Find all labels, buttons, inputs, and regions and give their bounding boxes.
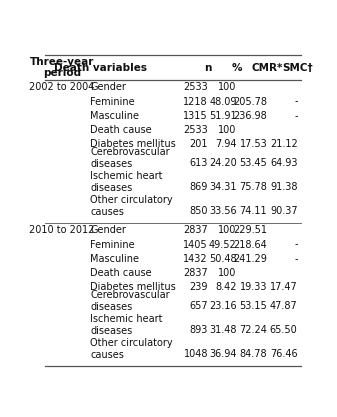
Text: Ischemic heart
diseases: Ischemic heart diseases xyxy=(90,171,163,193)
Text: 65.50: 65.50 xyxy=(270,325,298,335)
Text: Masculine: Masculine xyxy=(90,254,140,264)
Text: 850: 850 xyxy=(189,206,208,216)
Text: 1432: 1432 xyxy=(183,254,208,264)
Text: CMR*: CMR* xyxy=(251,63,283,73)
Text: -: - xyxy=(294,111,298,121)
Text: 1405: 1405 xyxy=(183,239,208,249)
Text: Death variables: Death variables xyxy=(54,63,147,73)
Text: 229.51: 229.51 xyxy=(233,226,267,236)
Text: -: - xyxy=(294,254,298,264)
Text: Gender: Gender xyxy=(90,83,126,93)
Text: 2837: 2837 xyxy=(183,226,208,236)
Text: 201: 201 xyxy=(189,139,208,149)
Text: Gender: Gender xyxy=(90,226,126,236)
Text: n: n xyxy=(204,63,212,73)
Text: 48.09: 48.09 xyxy=(209,97,237,107)
Text: %: % xyxy=(232,63,242,73)
Text: 53.15: 53.15 xyxy=(240,301,267,311)
Text: Three-year
period: Three-year period xyxy=(30,57,94,78)
Text: 2533: 2533 xyxy=(183,125,208,135)
Text: 205.78: 205.78 xyxy=(233,97,267,107)
Text: 47.87: 47.87 xyxy=(270,301,298,311)
Text: 1315: 1315 xyxy=(183,111,208,121)
Text: 2002 to 2004: 2002 to 2004 xyxy=(29,83,94,93)
Text: 49.52: 49.52 xyxy=(209,239,237,249)
Text: 91.38: 91.38 xyxy=(270,182,298,192)
Text: -: - xyxy=(294,239,298,249)
Text: 21.12: 21.12 xyxy=(270,139,298,149)
Text: Other circulatory
causes: Other circulatory causes xyxy=(90,338,173,360)
Text: 869: 869 xyxy=(190,182,208,192)
Text: 76.46: 76.46 xyxy=(270,349,298,359)
Text: Feminine: Feminine xyxy=(90,97,135,107)
Text: 2010 to 2012: 2010 to 2012 xyxy=(29,226,94,236)
Text: 34.31: 34.31 xyxy=(209,182,237,192)
Text: 17.47: 17.47 xyxy=(270,282,298,292)
Text: 236.98: 236.98 xyxy=(234,111,267,121)
Text: Death cause: Death cause xyxy=(90,268,152,278)
Text: 75.78: 75.78 xyxy=(239,182,267,192)
Text: 2837: 2837 xyxy=(183,268,208,278)
Text: Diabetes mellitus: Diabetes mellitus xyxy=(90,139,176,149)
Text: 100: 100 xyxy=(218,226,237,236)
Text: 241.29: 241.29 xyxy=(234,254,267,264)
Text: 7.94: 7.94 xyxy=(215,139,237,149)
Text: 218.64: 218.64 xyxy=(234,239,267,249)
Text: SMC†: SMC† xyxy=(282,63,313,73)
Text: 50.48: 50.48 xyxy=(209,254,237,264)
Text: Cerebrovascular
diseases: Cerebrovascular diseases xyxy=(90,147,170,169)
Text: 2533: 2533 xyxy=(183,83,208,93)
Text: 74.11: 74.11 xyxy=(240,206,267,216)
Text: Other circulatory
causes: Other circulatory causes xyxy=(90,195,173,217)
Text: 33.56: 33.56 xyxy=(209,206,237,216)
Text: 100: 100 xyxy=(218,268,237,278)
Text: 1218: 1218 xyxy=(183,97,208,107)
Text: 84.78: 84.78 xyxy=(240,349,267,359)
Text: 53.45: 53.45 xyxy=(240,158,267,168)
Text: 36.94: 36.94 xyxy=(209,349,237,359)
Text: Feminine: Feminine xyxy=(90,239,135,249)
Text: 64.93: 64.93 xyxy=(270,158,298,168)
Text: Diabetes mellitus: Diabetes mellitus xyxy=(90,282,176,292)
Text: 23.16: 23.16 xyxy=(209,301,237,311)
Text: 51.91: 51.91 xyxy=(209,111,237,121)
Text: 100: 100 xyxy=(218,125,237,135)
Text: Cerebrovascular
diseases: Cerebrovascular diseases xyxy=(90,290,170,312)
Text: 100: 100 xyxy=(218,83,237,93)
Text: Masculine: Masculine xyxy=(90,111,140,121)
Text: 1048: 1048 xyxy=(183,349,208,359)
Text: 8.42: 8.42 xyxy=(215,282,237,292)
Text: 657: 657 xyxy=(189,301,208,311)
Text: 90.37: 90.37 xyxy=(270,206,298,216)
Text: 893: 893 xyxy=(190,325,208,335)
Text: 19.33: 19.33 xyxy=(240,282,267,292)
Text: 613: 613 xyxy=(190,158,208,168)
Text: 31.48: 31.48 xyxy=(209,325,237,335)
Text: Ischemic heart
diseases: Ischemic heart diseases xyxy=(90,314,163,336)
Text: Death cause: Death cause xyxy=(90,125,152,135)
Text: 17.53: 17.53 xyxy=(240,139,267,149)
Text: 72.24: 72.24 xyxy=(239,325,267,335)
Text: -: - xyxy=(294,97,298,107)
Text: 24.20: 24.20 xyxy=(209,158,237,168)
Text: 239: 239 xyxy=(189,282,208,292)
